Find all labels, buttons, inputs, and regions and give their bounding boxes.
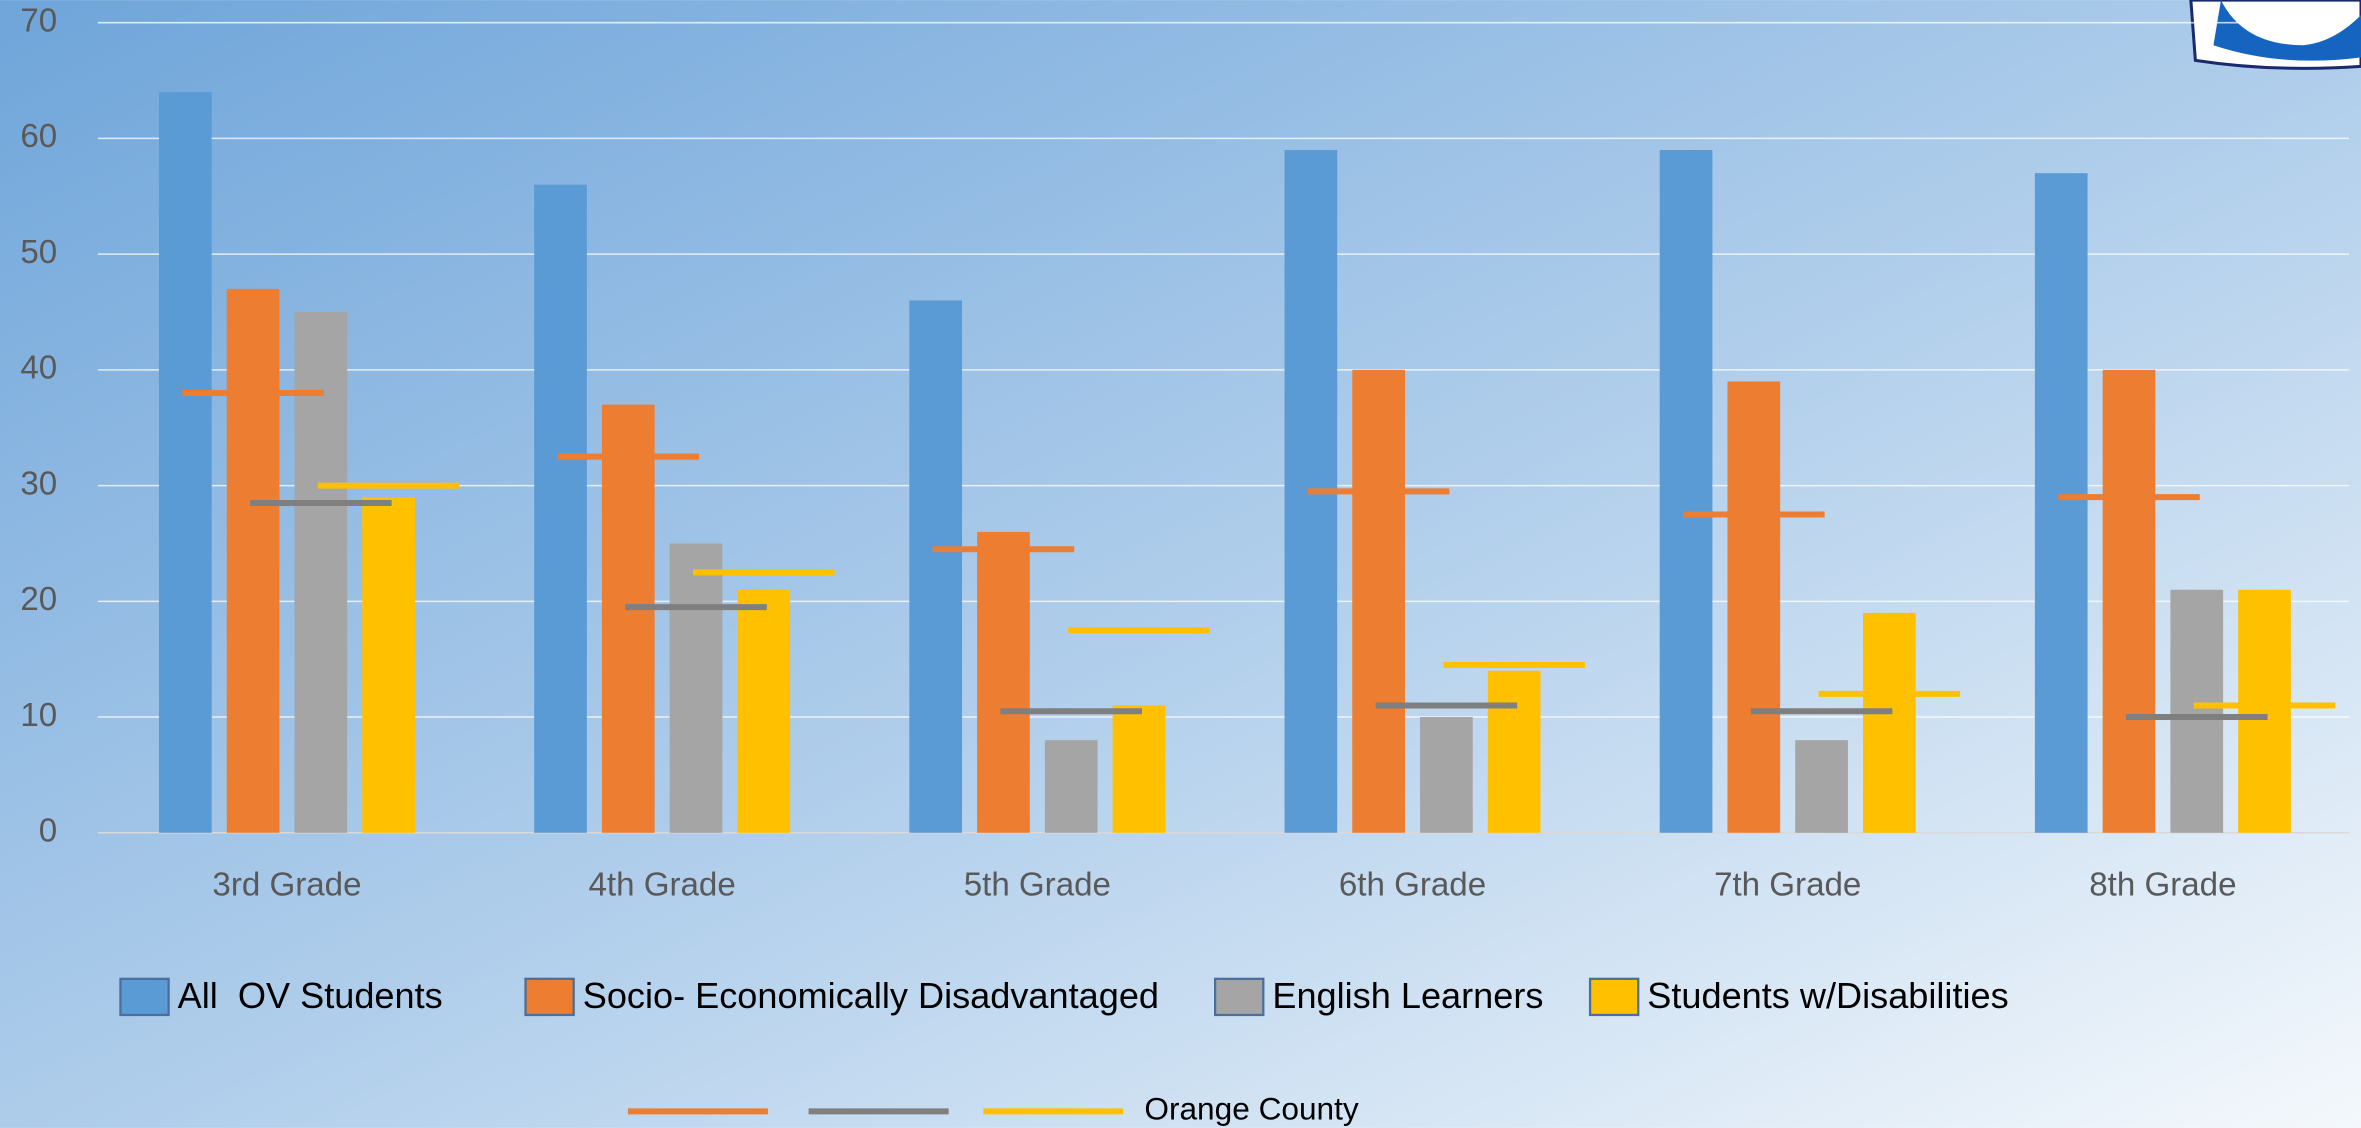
bar [601,404,655,833]
y-tick-label: 20 [20,581,57,618]
legend-swatch [119,977,170,1017]
legend-swatch [1588,977,1640,1017]
bar [158,92,212,833]
legend-label: English Learners [1272,975,1543,1016]
y-tick-label: 60 [20,118,57,155]
bar [1659,149,1713,833]
legend-label: Students w/Disabilities [1647,975,2008,1016]
bar [1487,670,1541,833]
bar [1044,740,1098,833]
x-tick-label: 5th Grade [964,867,1111,904]
bar [1795,740,1848,833]
x-tick-label: 4th Grade [589,867,736,904]
logo [2189,0,2361,70]
bar [2238,589,2291,833]
legend-swatch [1214,977,1265,1017]
y-tick-label: 50 [20,234,57,271]
x-tick-label: 8th Grade [2089,867,2236,904]
bar [669,543,723,833]
x-tick-label: 7th Grade [1714,867,1861,904]
y-tick-label: 30 [20,465,57,502]
bar [1862,612,1916,833]
bar [226,288,280,833]
legend-label: Socio- Economically Disadvantaged [583,975,1159,1016]
bar [909,300,963,833]
bar [294,312,348,833]
bar [1112,705,1166,833]
bar [1727,381,1781,833]
y-tick-label: 40 [20,350,57,387]
y-tick-label: 10 [20,697,57,734]
legend-swatch [524,977,575,1017]
x-tick-label: 6th Grade [1339,867,1486,904]
y-tick-label: 0 [39,813,57,850]
bar [977,531,1030,833]
bar [362,497,415,833]
legend-label: Orange County [1144,1091,1359,1127]
legend-label: All OV Students [178,975,443,1016]
bar [2102,369,2156,833]
x-tick-label: 3rd Grade [212,867,361,904]
y-tick-label: 70 [20,2,57,39]
bar [2170,589,2224,833]
bar [737,589,791,833]
bar [1352,369,1405,833]
bar [534,184,587,833]
bar [1420,717,1473,833]
bar [2034,173,2088,833]
